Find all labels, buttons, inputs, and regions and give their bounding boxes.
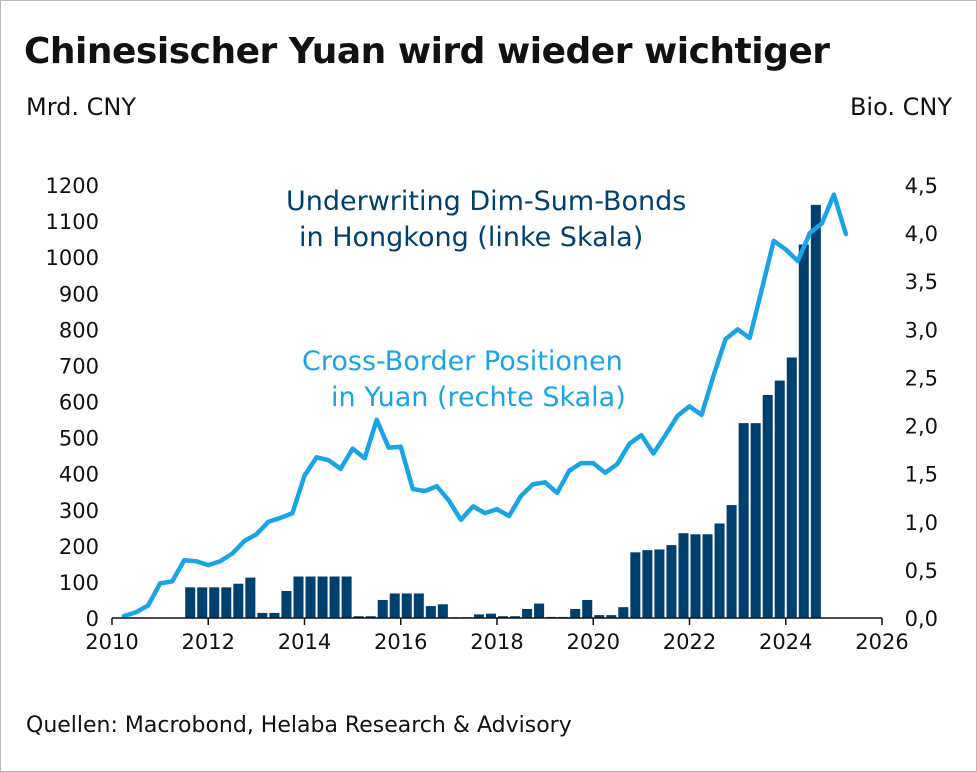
bar-44 <box>714 523 725 618</box>
bar-46 <box>738 423 749 618</box>
bar-11 <box>317 576 328 618</box>
left-y-tick-label-0: 0 <box>86 607 99 631</box>
bar-1 <box>197 587 208 618</box>
right-y-tick-label-4: 2,0 <box>905 415 938 439</box>
bar-33 <box>582 599 593 618</box>
line-path <box>121 192 849 619</box>
source-note: Quellen: Macrobond, Helaba Research & Ad… <box>26 713 572 738</box>
bars-series <box>185 204 821 619</box>
right-y-tick-label-7: 3,5 <box>905 270 938 294</box>
left-axis-unit: Mrd. CNY <box>26 93 137 121</box>
bar-7 <box>269 612 280 618</box>
bar-19 <box>413 593 424 618</box>
bar-43 <box>702 534 713 618</box>
chart-title: Chinesischer Yuan wird wieder wichtiger <box>24 31 830 72</box>
right-axis-unit: Bio. CNY <box>849 93 952 121</box>
x-tick-label-5: 2020 <box>567 630 620 654</box>
bar-21 <box>437 604 448 618</box>
bar-40 <box>666 545 677 618</box>
left-y-tick-label-4: 400 <box>59 463 99 487</box>
bars-annotation-line1: Underwriting Dim-Sum-Bonds <box>286 186 686 217</box>
left-y-tick-label-10: 1000 <box>46 246 99 270</box>
bar-32 <box>570 608 581 618</box>
bar-8 <box>281 590 292 618</box>
bar-17 <box>389 593 400 618</box>
right-y-axis: 0,0 0,5 1,0 1,5 2,0 2,5 3,0 3,5 4,0 4,5 <box>905 174 938 631</box>
bar-10 <box>305 576 316 618</box>
bar-18 <box>401 593 412 618</box>
bar-35 <box>606 615 617 618</box>
bar-13 <box>341 576 352 618</box>
bar-47 <box>750 423 761 618</box>
left-y-tick-label-11: 1100 <box>46 210 99 234</box>
right-y-tick-label-9: 4,5 <box>905 174 938 198</box>
bar-14 <box>353 616 364 618</box>
bar-50 <box>786 357 797 618</box>
bar-52 <box>810 204 821 618</box>
x-tick-label-2: 2014 <box>278 630 331 654</box>
bar-36 <box>618 607 629 618</box>
left-y-tick-label-5: 500 <box>59 427 99 451</box>
x-tick-label-8: 2026 <box>855 630 908 654</box>
bar-42 <box>690 534 701 618</box>
left-y-axis: 0 100 200 300 400 500 600 700 800 900 1000 1100 1200 <box>46 174 99 631</box>
line-annotation-line2: in Yuan (rechte Skala) <box>331 382 626 413</box>
bars-annotation-line2: in Hongkong (linke Skala) <box>299 222 643 253</box>
x-tick-label-6: 2022 <box>663 630 716 654</box>
x-tick-label-7: 2024 <box>759 630 812 654</box>
bar-16 <box>377 599 388 618</box>
right-y-tick-label-5: 2,5 <box>905 366 938 390</box>
right-y-tick-label-3: 1,5 <box>905 463 938 487</box>
right-y-tick-label-6: 3,0 <box>905 318 938 342</box>
bar-27 <box>510 616 521 618</box>
bar-48 <box>762 395 773 618</box>
x-tick-label-3: 2016 <box>374 630 427 654</box>
bar-12 <box>329 576 340 618</box>
left-y-tick-label-6: 600 <box>59 391 99 415</box>
bar-45 <box>726 505 737 618</box>
bar-39 <box>654 549 665 618</box>
bar-3 <box>221 587 232 618</box>
left-y-tick-label-8: 800 <box>59 318 99 342</box>
bar-24 <box>473 614 484 618</box>
right-y-tick-label-0: 0,0 <box>905 607 938 631</box>
left-y-tick-label-3: 300 <box>59 499 99 523</box>
bar-6 <box>257 612 268 618</box>
bar-2 <box>209 587 220 618</box>
x-tick-label-0: 2010 <box>85 630 138 654</box>
bar-20 <box>425 606 436 618</box>
line-series <box>121 192 849 619</box>
bar-51 <box>798 244 809 619</box>
bar-25 <box>485 613 496 618</box>
left-y-tick-label-7: 700 <box>59 354 99 378</box>
right-y-tick-label-1: 0,5 <box>905 559 938 583</box>
bar-15 <box>365 616 376 618</box>
bar-26 <box>498 616 509 618</box>
bar-37 <box>630 552 641 618</box>
bar-0 <box>185 587 196 618</box>
x-tick-label-4: 2018 <box>470 630 523 654</box>
bar-34 <box>594 615 605 618</box>
bar-49 <box>774 380 785 618</box>
left-y-tick-label-1: 100 <box>59 571 99 595</box>
right-y-tick-label-2: 1,0 <box>905 511 938 535</box>
left-y-tick-label-12: 1200 <box>46 174 99 198</box>
bar-28 <box>522 608 533 618</box>
bar-38 <box>642 550 653 618</box>
bar-41 <box>678 533 689 618</box>
x-tick-label-1: 2012 <box>182 630 235 654</box>
bar-9 <box>293 576 304 618</box>
left-y-tick-label-2: 200 <box>59 535 99 559</box>
line-annotation-line1: Cross-Border Positionen <box>302 346 623 377</box>
bar-29 <box>534 603 545 618</box>
left-y-tick-label-9: 900 <box>59 282 99 306</box>
right-y-tick-label-8: 4,0 <box>905 222 938 246</box>
bar-4 <box>233 583 244 618</box>
chart-plot: 2010 2012 2014 2016 2018 2020 2022 2024 2026 0 10… <box>46 174 938 654</box>
bar-5 <box>245 577 256 618</box>
x-axis: 2010 2012 2014 2016 2018 2020 2022 2024 2026 <box>85 618 909 654</box>
